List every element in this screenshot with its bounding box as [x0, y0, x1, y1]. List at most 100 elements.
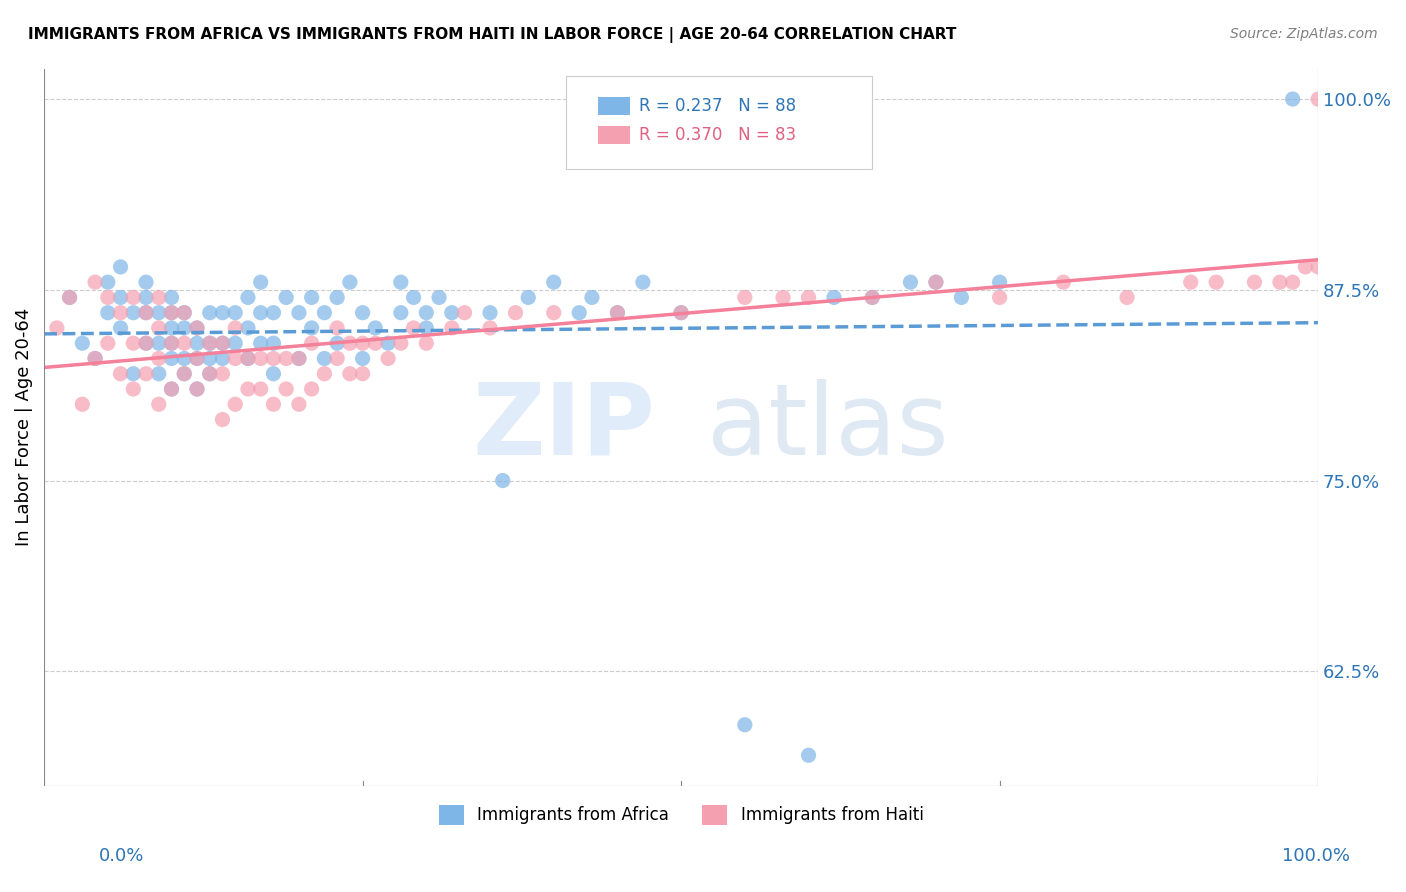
Point [135, 336, 157, 351]
Point [249, 351, 271, 366]
Point [364, 336, 387, 351]
Point [262, 306, 284, 320]
Point [224, 351, 246, 366]
Point [148, 336, 170, 351]
Point [160, 336, 183, 351]
Point [823, 290, 845, 304]
Point [606, 306, 628, 320]
Point [211, 351, 233, 366]
Point [186, 321, 208, 335]
Point [1308, 260, 1330, 274]
Point [669, 306, 692, 320]
Point [186, 382, 208, 396]
Point [631, 275, 654, 289]
Point [262, 336, 284, 351]
Point [97, 336, 120, 351]
Point [276, 351, 298, 366]
Point [326, 336, 349, 351]
Point [1116, 290, 1139, 304]
Point [606, 306, 628, 320]
Point [1243, 275, 1265, 289]
Point [352, 351, 374, 366]
Point [110, 306, 132, 320]
Point [389, 275, 412, 289]
Point [211, 336, 233, 351]
Point [1052, 275, 1074, 289]
Point [148, 321, 170, 335]
Point [110, 321, 132, 335]
Point [925, 275, 948, 289]
Point [352, 367, 374, 381]
Point [58, 290, 80, 304]
Point [173, 336, 195, 351]
Point [148, 290, 170, 304]
Point [402, 290, 425, 304]
Point [377, 351, 399, 366]
Point [276, 290, 298, 304]
Point [236, 321, 259, 335]
Point [326, 321, 349, 335]
Point [262, 367, 284, 381]
Point [148, 367, 170, 381]
Point [72, 397, 94, 411]
Point [97, 290, 120, 304]
Point [900, 275, 922, 289]
Point [198, 367, 221, 381]
Point [352, 306, 374, 320]
Point [479, 321, 502, 335]
Point [173, 321, 195, 335]
Point [925, 275, 948, 289]
Point [301, 290, 323, 304]
Point [669, 306, 692, 320]
Point [198, 336, 221, 351]
Point [84, 275, 107, 289]
Point [389, 306, 412, 320]
Point [1281, 275, 1303, 289]
Point [797, 290, 820, 304]
Point [148, 351, 170, 366]
Text: R = 0.237   N = 88: R = 0.237 N = 88 [640, 97, 796, 115]
Point [211, 306, 233, 320]
Point [262, 351, 284, 366]
Point [211, 412, 233, 426]
Point [186, 351, 208, 366]
Point [797, 748, 820, 763]
Point [543, 275, 565, 289]
Point [236, 351, 259, 366]
Point [45, 321, 67, 335]
Point [135, 290, 157, 304]
Point [505, 306, 527, 320]
Point [122, 306, 145, 320]
Point [110, 290, 132, 304]
Point [224, 321, 246, 335]
Point [122, 382, 145, 396]
Point [84, 351, 107, 366]
Point [236, 290, 259, 304]
Point [97, 275, 120, 289]
Point [224, 397, 246, 411]
Point [186, 321, 208, 335]
Point [427, 290, 450, 304]
Point [301, 336, 323, 351]
Point [160, 306, 183, 320]
Point [314, 351, 336, 366]
Point [249, 306, 271, 320]
Point [135, 306, 157, 320]
Point [110, 260, 132, 274]
Point [211, 367, 233, 381]
Point [301, 382, 323, 396]
Point [415, 336, 437, 351]
Point [173, 306, 195, 320]
Point [186, 351, 208, 366]
Point [186, 382, 208, 396]
Point [326, 351, 349, 366]
Point [1308, 92, 1330, 106]
Point [160, 321, 183, 335]
Y-axis label: In Labor Force | Age 20-64: In Labor Force | Age 20-64 [15, 308, 32, 546]
Point [988, 290, 1011, 304]
Point [211, 336, 233, 351]
FancyBboxPatch shape [599, 97, 630, 115]
Point [581, 290, 603, 304]
Point [173, 367, 195, 381]
Point [173, 351, 195, 366]
